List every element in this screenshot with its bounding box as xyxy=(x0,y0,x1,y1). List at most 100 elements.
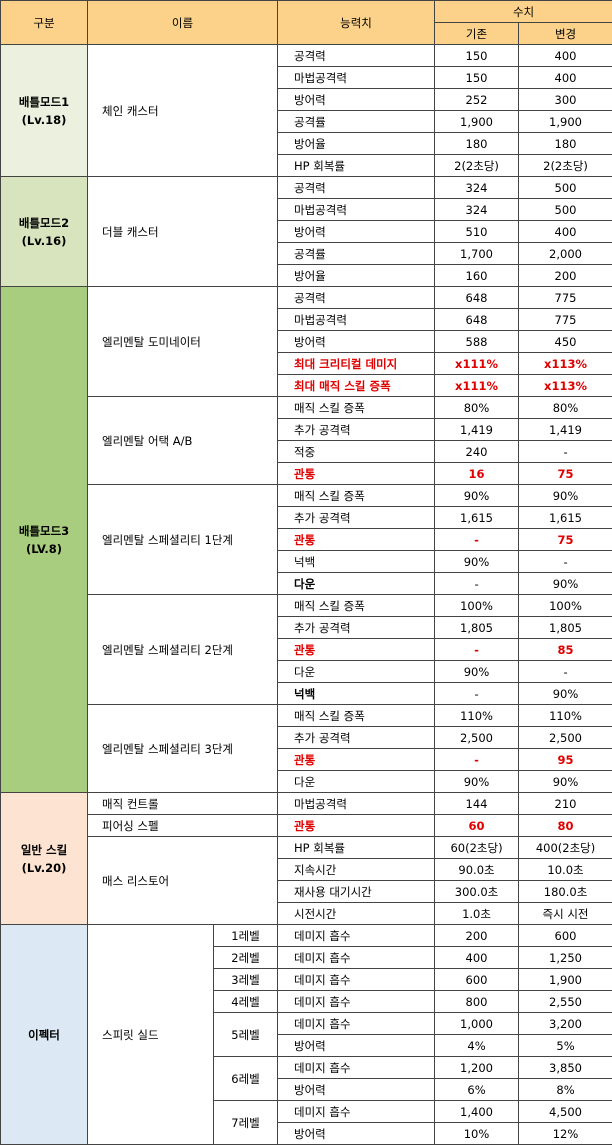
before-value-cell: 2(2초당) xyxy=(434,154,520,177)
table-row: HP 회복률 2(2초당) 2(2초당) xyxy=(1,154,612,177)
table-row: 추가 공격력 2,500 2,500 xyxy=(1,726,612,749)
skill-level-cell: 5레벨 xyxy=(212,1012,279,1057)
skill-name-cell: 스피릿 실드 xyxy=(87,924,214,1145)
before-value-cell: x111% xyxy=(434,374,520,397)
after-value-cell: 10.0초 xyxy=(518,858,612,881)
stat-name-cell: 방어력 xyxy=(277,220,436,243)
after-value-cell: 2,550 xyxy=(518,990,612,1013)
after-value-cell: 500 xyxy=(518,176,612,199)
after-value-cell: 600 xyxy=(518,924,612,947)
table-row: 매스 리스토어 HP 회복률 60(2초당) 400(2초당) xyxy=(1,836,612,925)
after-value-cell: 400 xyxy=(518,66,612,89)
category-cell: 배틀모드1 (Lv.18) xyxy=(0,44,88,177)
stat-name-cell: 관통 xyxy=(277,638,436,661)
category-cell: 이펙터 xyxy=(0,924,88,1145)
skill-name-cell: 엘리멘탈 어택 A/B xyxy=(86,396,279,485)
before-value-cell: 252 xyxy=(434,88,520,111)
skill-level-cell: 3레벨 xyxy=(212,968,279,991)
stat-name-cell: 넉백 xyxy=(277,682,436,705)
before-value-cell: 324 xyxy=(434,198,520,221)
stat-name-cell: 재사용 대기시간 xyxy=(277,880,436,903)
category-cell: 배틀모드3 (LV.8) xyxy=(0,286,88,793)
table-row: 넉백 90% - xyxy=(1,550,612,573)
stat-name-cell: 관통 xyxy=(277,462,436,485)
stat-name-cell: 넉백 xyxy=(277,550,436,573)
stat-name-cell: 추가 공격력 xyxy=(277,726,436,749)
after-value-cell: x113% xyxy=(518,374,612,397)
before-value-cell: 90.0초 xyxy=(434,858,520,881)
before-value-cell: 180 xyxy=(434,132,520,155)
after-value-cell: 500 xyxy=(518,198,612,221)
before-value-cell: 240 xyxy=(434,440,520,463)
after-value-cell: 1,900 xyxy=(518,110,612,133)
after-value-cell: 300 xyxy=(518,88,612,111)
stat-name-cell: 관통 xyxy=(277,814,436,837)
stat-name-cell: 데미지 흡수 xyxy=(277,968,436,991)
skill-level-cell: 6레벨 xyxy=(212,1056,279,1101)
after-value-cell: 180.0초 xyxy=(518,880,612,903)
before-value-cell: 10% xyxy=(434,1122,520,1145)
stat-name-cell: 방어력 xyxy=(277,88,436,111)
stat-name-cell: 데미지 흡수 xyxy=(277,1056,436,1079)
table-row: 방어력 10% 12% xyxy=(1,1122,612,1145)
before-value-cell: 1,000 xyxy=(434,1012,520,1035)
after-value-cell: 90% xyxy=(518,770,612,793)
after-value-cell: 8% xyxy=(518,1078,612,1101)
after-value-cell: 100% xyxy=(518,594,612,617)
before-value-cell: 80% xyxy=(434,396,520,419)
table-row: 최대 크리티컬 데미지 x111% x113% xyxy=(1,352,612,375)
table-row: 3레벨 데미지 흡수 600 1,900 xyxy=(1,968,612,991)
table-row: 방어율 180 180 xyxy=(1,132,612,155)
table-row: 다운 -90% xyxy=(1,572,612,595)
before-value-cell: 90% xyxy=(434,660,520,683)
before-value-cell: 200 xyxy=(434,924,520,947)
stat-name-cell: 추가 공격력 xyxy=(277,616,436,639)
before-value-cell: - xyxy=(434,748,520,771)
before-value-cell: 1,615 xyxy=(434,506,520,529)
stat-name-cell: 마법공격력 xyxy=(277,198,436,221)
before-value-cell: - xyxy=(434,572,520,595)
after-value-cell: 80 xyxy=(518,814,612,837)
before-value-cell: 324 xyxy=(434,176,520,199)
table-row: 2레벨 데미지 흡수 400 1,250 xyxy=(1,946,612,969)
skill-name-cell: 피어싱 스펠 xyxy=(86,814,279,837)
skill-name-cell: 엘리멘탈 도미네이터 xyxy=(86,286,279,397)
stat-name-cell: 방어력 xyxy=(277,1078,436,1101)
category-cell: 일반 스킬 (Lv.20) xyxy=(0,792,88,925)
after-value-cell: 775 xyxy=(518,308,612,331)
stat-name-cell: 관통 xyxy=(277,748,436,771)
before-value-cell: 600 xyxy=(434,968,520,991)
after-value-cell: 1,615 xyxy=(518,506,612,529)
table-row: 피어싱 스펠 관통 60 80 xyxy=(1,814,612,837)
before-value-cell: 1,200 xyxy=(434,1056,520,1079)
table-row: 관통 -85 xyxy=(1,638,612,661)
after-value-cell: 90% xyxy=(518,484,612,507)
before-value-cell: 16 xyxy=(434,462,520,485)
stat-name-cell: 방어력 xyxy=(277,330,436,353)
after-value-cell: 1,250 xyxy=(518,946,612,969)
stat-name-cell: 다운 xyxy=(277,572,436,595)
after-value-cell: 450 xyxy=(518,330,612,353)
stat-name-cell: 다운 xyxy=(277,660,436,683)
table-row: 적중 240- xyxy=(1,440,612,463)
stat-name-cell: 최대 매직 스킬 증폭 xyxy=(277,374,436,397)
table-row: 공격률 1,700 2,000 xyxy=(1,242,612,265)
before-value-cell: 1,900 xyxy=(434,110,520,133)
after-value-cell: 775 xyxy=(518,286,612,309)
after-value-cell: 400(2초당) xyxy=(518,836,612,859)
after-value-cell: 180 xyxy=(518,132,612,155)
stat-name-cell: 지속시간 xyxy=(277,858,436,881)
stat-name-cell: 매직 스킬 증폭 xyxy=(277,594,436,617)
after-value-cell: 90% xyxy=(518,682,612,705)
after-value-cell: 400 xyxy=(518,44,612,67)
skill-name-cell: 매직 컨트롤 xyxy=(86,792,279,815)
stat-name-cell: 방어율 xyxy=(277,132,436,155)
table-row: 엘리멘탈 스페셜리티 3단계 매직 스킬 증폭 110% 110% xyxy=(1,704,612,793)
before-value-cell: 90% xyxy=(434,770,520,793)
before-value-cell: - xyxy=(434,682,520,705)
after-value-cell: 5% xyxy=(518,1034,612,1057)
before-value-cell: 648 xyxy=(434,308,520,331)
table-row: 관통 16 75 xyxy=(1,462,612,485)
before-value-cell: 2,500 xyxy=(434,726,520,749)
before-value-cell: 90% xyxy=(434,550,520,573)
